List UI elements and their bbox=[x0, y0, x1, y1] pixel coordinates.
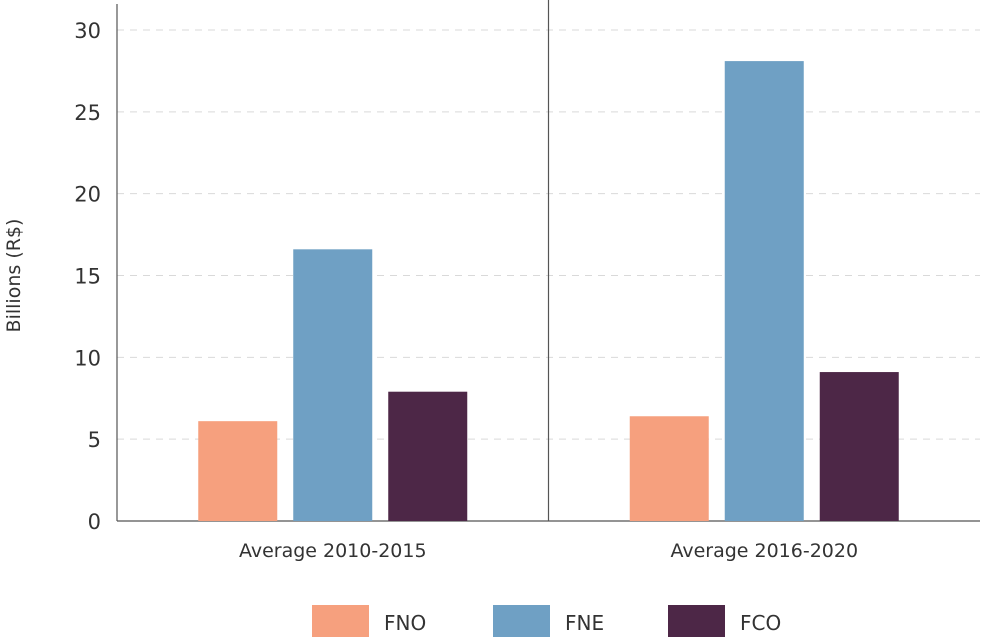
legend-label-fno: FNO bbox=[384, 611, 426, 635]
y-tick-label: 10 bbox=[74, 346, 101, 370]
bar-fco bbox=[388, 391, 468, 521]
legend-swatch-fno bbox=[312, 605, 369, 637]
bar-fco bbox=[819, 372, 899, 521]
bar-fne bbox=[724, 61, 804, 521]
y-axis-title: Billions (R$) bbox=[3, 219, 25, 333]
bar-fno bbox=[198, 421, 278, 521]
y-tick-label: 30 bbox=[74, 19, 101, 43]
bars bbox=[198, 61, 899, 521]
x-category-label: Average 2010-2015 bbox=[239, 540, 427, 562]
legend-swatch-fne bbox=[493, 605, 550, 637]
x-category-label: Average 2016-2020 bbox=[670, 540, 858, 562]
y-axis-ticks: 0 5 10 15 20 25 30 bbox=[74, 19, 101, 534]
bar-fne bbox=[293, 249, 373, 521]
y-tick-label: 25 bbox=[74, 101, 101, 125]
bar-fno bbox=[629, 416, 709, 521]
legend: FNO FNE FCO bbox=[312, 605, 781, 637]
y-tick-label: 20 bbox=[74, 183, 101, 207]
x-axis-categories: Average 2010-2015 Average 2016-2020 bbox=[239, 540, 858, 562]
legend-label-fco: FCO bbox=[740, 611, 781, 635]
y-tick-label: 5 bbox=[88, 428, 101, 452]
legend-swatch-fco bbox=[668, 605, 725, 637]
y-tick-label: 15 bbox=[74, 265, 101, 289]
y-tick-label: 0 bbox=[88, 510, 101, 534]
legend-label-fne: FNE bbox=[565, 611, 604, 635]
